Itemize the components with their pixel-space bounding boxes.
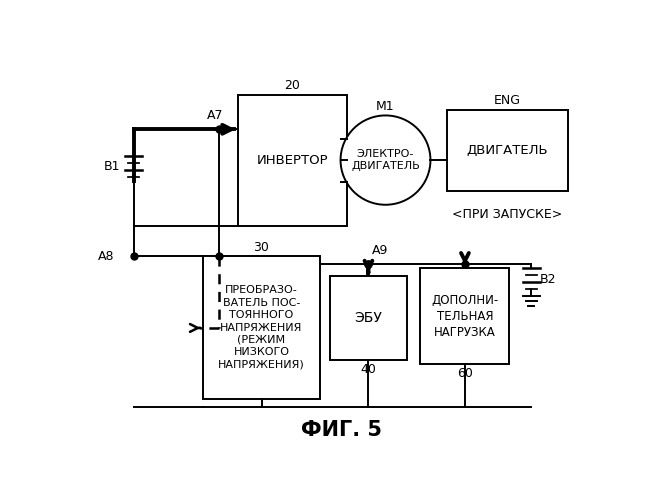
Bar: [203, 256, 320, 399]
Text: ИНВЕРТОР: ИНВЕРТОР: [256, 154, 328, 166]
Bar: [330, 276, 407, 360]
Text: A9: A9: [372, 244, 389, 256]
Text: ДОПОЛНИ-
ТЕЛЬНАЯ
НАГРУЗКА: ДОПОЛНИ- ТЕЛЬНАЯ НАГРУЗКА: [432, 294, 499, 339]
Text: A8: A8: [99, 250, 115, 263]
Text: ПРЕОБРАЗО-
ВАТЕЛЬ ПОС-
ТОЯННОГО
НАПРЯЖЕНИЯ
(РЕЖИМ
НИЗКОГО
НАПРЯЖЕНИЯ): ПРЕОБРАЗО- ВАТЕЛЬ ПОС- ТОЯННОГО НАПРЯЖЕН…: [218, 286, 305, 370]
Bar: [448, 110, 567, 191]
Text: ENG: ENG: [494, 94, 521, 108]
Circle shape: [340, 116, 430, 205]
Text: ФИГ. 5: ФИГ. 5: [301, 420, 382, 440]
Text: B2: B2: [540, 273, 557, 286]
Text: ДВИГАТЕЛЬ: ДВИГАТЕЛЬ: [467, 144, 548, 157]
Text: 30: 30: [254, 240, 270, 254]
Bar: [420, 268, 509, 364]
Text: M1: M1: [376, 100, 395, 112]
Text: B1: B1: [104, 160, 120, 173]
Text: 20: 20: [284, 79, 300, 92]
Text: 60: 60: [457, 367, 473, 380]
Bar: [238, 94, 347, 226]
Text: A7: A7: [206, 109, 223, 122]
Text: ЭБУ: ЭБУ: [354, 311, 382, 325]
Text: 40: 40: [360, 363, 376, 376]
Text: ЭЛЕКТРО-
ДВИГАТЕЛЬ: ЭЛЕКТРО- ДВИГАТЕЛЬ: [351, 149, 420, 172]
Text: <ПРИ ЗАПУСКЕ>: <ПРИ ЗАПУСКЕ>: [452, 208, 563, 221]
